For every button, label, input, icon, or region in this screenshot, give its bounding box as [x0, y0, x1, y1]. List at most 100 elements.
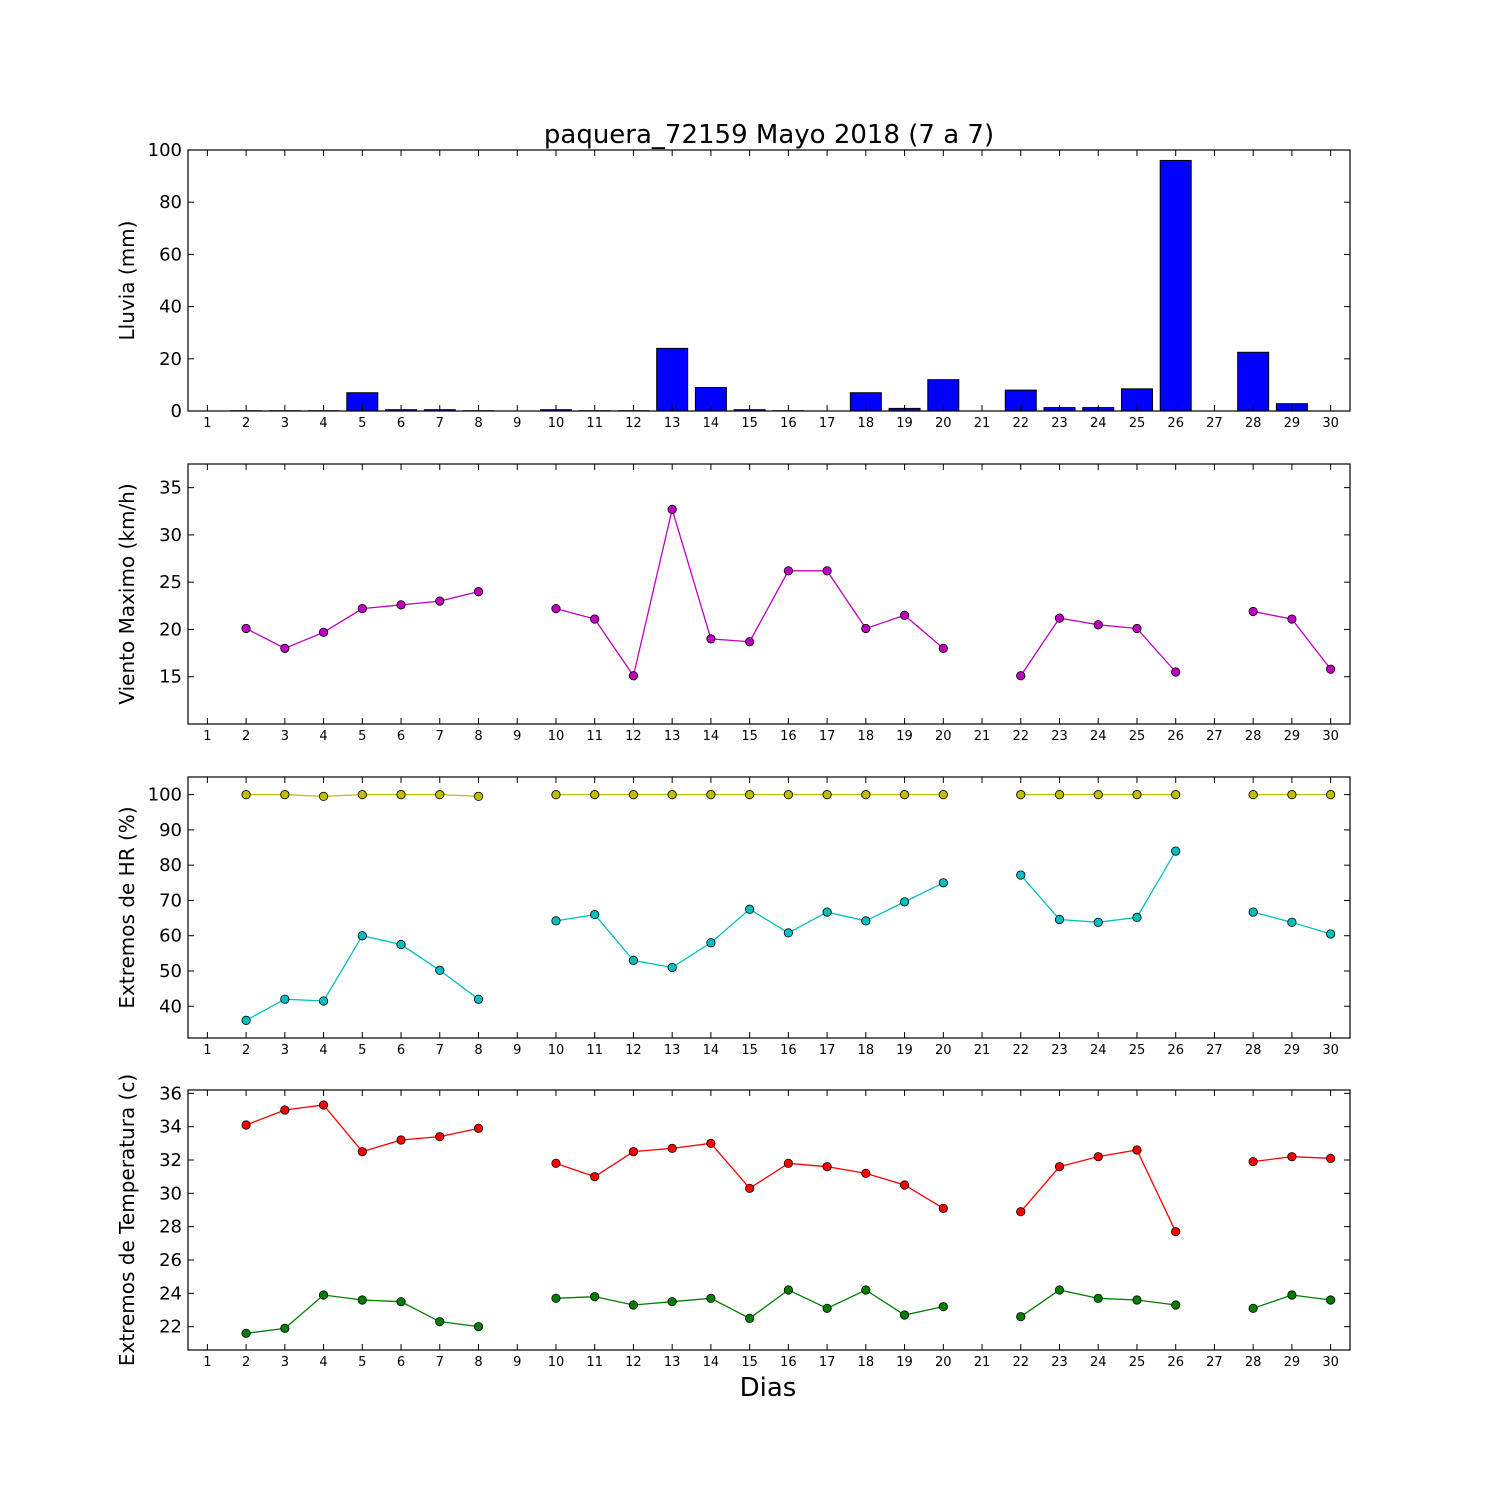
- x-tick-label-2: 2: [242, 729, 250, 744]
- point-temp-max-day-25: [1132, 1145, 1142, 1155]
- point-wind-max-day-4: [318, 627, 329, 637]
- x-tick-label-5: 5: [358, 416, 366, 431]
- x-tick-label-23: 23: [1051, 1355, 1068, 1370]
- point-wind-max-day-30: [1326, 664, 1336, 674]
- x-tick-label-28: 28: [1245, 416, 1262, 431]
- x-tick-label-16: 16: [780, 729, 797, 744]
- point-temp-max-day-11: [590, 1172, 600, 1182]
- y-tick-label-22: 22: [159, 1317, 182, 1338]
- point-hr-min-day-5: [357, 931, 367, 941]
- x-tick-label-22: 22: [1012, 729, 1029, 744]
- point-wind-max-day-3: [280, 643, 290, 653]
- point-temp-min-day-11: [590, 1292, 600, 1302]
- axes-frame-rain: [187, 149, 1351, 412]
- x-tick-label-25: 25: [1129, 729, 1146, 744]
- point-temp-max-day-13: [667, 1143, 677, 1153]
- point-hr-min-day-30: [1326, 929, 1336, 939]
- x-tick-label-15: 15: [741, 729, 758, 744]
- x-tick-label-1: 1: [203, 1043, 211, 1058]
- x-tick-label-2: 2: [242, 1355, 250, 1370]
- x-tick-label-24: 24: [1090, 1043, 1107, 1058]
- point-temp-min-day-15: [745, 1313, 755, 1323]
- y-tick-label-15: 15: [159, 667, 182, 688]
- y-tick-label-20: 20: [159, 619, 182, 640]
- point-temp-max-day-2: [241, 1120, 251, 1130]
- x-tick-label-29: 29: [1284, 1043, 1301, 1058]
- x-tick-label-19: 19: [896, 1355, 913, 1370]
- x-tick-label-2: 2: [242, 1043, 250, 1058]
- x-tick-label-8: 8: [474, 729, 482, 744]
- point-wind-max-day-2: [241, 623, 251, 634]
- point-temp-min-day-2: [241, 1328, 251, 1338]
- point-temp-max-day-6: [396, 1135, 406, 1145]
- bar-rain-day-28: [1237, 351, 1270, 412]
- x-tick-label-24: 24: [1090, 1355, 1107, 1370]
- x-tick-label-22: 22: [1012, 1355, 1029, 1370]
- point-hr-max-day-6: [396, 790, 406, 800]
- point-wind-max-day-23: [1054, 613, 1065, 623]
- x-tick-label-6: 6: [397, 729, 405, 744]
- point-hr-max-day-20: [938, 790, 948, 800]
- point-hr-max-day-14: [706, 790, 716, 800]
- y-tick-label-40: 40: [159, 297, 182, 318]
- point-hr-max-day-22: [1016, 790, 1026, 800]
- y-tick-label-30: 30: [159, 525, 182, 546]
- point-hr-max-day-24: [1093, 790, 1103, 800]
- x-tick-label-12: 12: [625, 416, 642, 431]
- point-wind-max-day-11: [590, 614, 600, 624]
- x-tick-label-7: 7: [436, 1043, 444, 1058]
- y-axis-label-humidity: Extremos de HR (%): [115, 806, 139, 1008]
- point-hr-max-day-16: [783, 790, 793, 800]
- x-tick-label-22: 22: [1012, 416, 1029, 431]
- panel-wind: 1 2 3 4 5 6 7 8 9 10 11 12 13 14 15 16 17 18 19 20 21 22 23 24 2…: [115, 463, 1351, 744]
- x-tick-label-13: 13: [664, 729, 681, 744]
- point-temp-min-day-3: [280, 1323, 290, 1333]
- x-tick-label-26: 26: [1167, 1043, 1184, 1058]
- point-hr-min-day-14: [706, 938, 716, 948]
- point-hr-max-day-13: [667, 790, 677, 800]
- x-tick-label-7: 7: [436, 416, 444, 431]
- x-tick-label-8: 8: [474, 1043, 482, 1058]
- x-tick-label-5: 5: [358, 1043, 366, 1058]
- x-tick-label-9: 9: [513, 1355, 521, 1370]
- point-temp-max-day-17: [822, 1162, 832, 1172]
- x-tick-label-19: 19: [896, 416, 913, 431]
- line-temp-max-segment-2: [555, 1142, 944, 1209]
- y-tick-label-26: 26: [159, 1250, 182, 1271]
- x-tick-label-18: 18: [858, 416, 875, 431]
- y-tick-label-28: 28: [159, 1217, 182, 1238]
- y-tick-label-0: 0: [171, 401, 182, 422]
- point-temp-max-day-7: [435, 1132, 445, 1142]
- x-axis-label: Dias: [740, 1373, 797, 1403]
- point-wind-max-day-22: [1016, 671, 1026, 681]
- point-hr-min-day-29: [1287, 917, 1297, 927]
- x-tick-label-17: 17: [819, 729, 836, 744]
- x-tick-label-29: 29: [1284, 1355, 1301, 1370]
- x-tick-label-12: 12: [625, 729, 642, 744]
- x-tick-label-28: 28: [1245, 1355, 1262, 1370]
- point-hr-max-day-3: [280, 790, 290, 800]
- point-hr-min-day-17: [822, 907, 832, 917]
- point-hr-min-day-11: [590, 909, 600, 920]
- point-hr-min-day-20: [938, 878, 948, 888]
- point-hr-min-day-24: [1093, 917, 1103, 927]
- x-tick-label-24: 24: [1090, 729, 1107, 744]
- x-tick-label-1: 1: [203, 416, 211, 431]
- point-hr-max-day-19: [899, 790, 910, 800]
- x-tick-label-3: 3: [281, 1043, 289, 1058]
- point-wind-max-day-29: [1287, 614, 1297, 624]
- y-axis-label-temperature: Extremos de Temperatura (c): [115, 1074, 139, 1366]
- figure-title: paquera_72159 Mayo 2018 (7 a 7): [544, 120, 994, 150]
- y-tick-label-20: 20: [159, 349, 182, 370]
- y-tick-label-100: 100: [148, 785, 182, 806]
- point-wind-max-day-26: [1171, 667, 1181, 677]
- point-temp-max-day-19: [899, 1180, 910, 1190]
- point-wind-max-day-18: [861, 623, 871, 634]
- x-tick-label-14: 14: [703, 416, 720, 431]
- x-tick-label-21: 21: [974, 1043, 991, 1058]
- x-tick-label-4: 4: [319, 729, 327, 744]
- panel-humidity: 1 2 3 4 5 6 7 8 9 10 11 12 13 14 15 16 17 18 19 20 21 22 23 24 2…: [115, 776, 1351, 1058]
- point-temp-max-day-12: [628, 1147, 639, 1157]
- axes-frame-wind: [187, 463, 1351, 725]
- point-hr-max-day-23: [1054, 790, 1065, 800]
